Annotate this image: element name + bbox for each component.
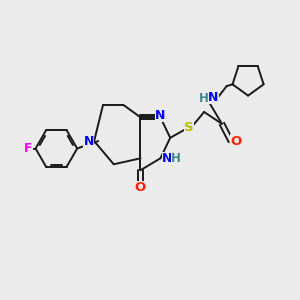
Text: O: O: [231, 135, 242, 148]
Text: N: N: [208, 91, 218, 104]
Text: F: F: [24, 142, 32, 155]
Text: H: H: [199, 92, 208, 105]
Text: N: N: [84, 135, 94, 148]
Text: O: O: [135, 181, 146, 194]
Text: H: H: [171, 152, 181, 165]
Text: N: N: [162, 152, 172, 165]
Text: S: S: [184, 121, 194, 134]
Text: N: N: [155, 109, 166, 122]
